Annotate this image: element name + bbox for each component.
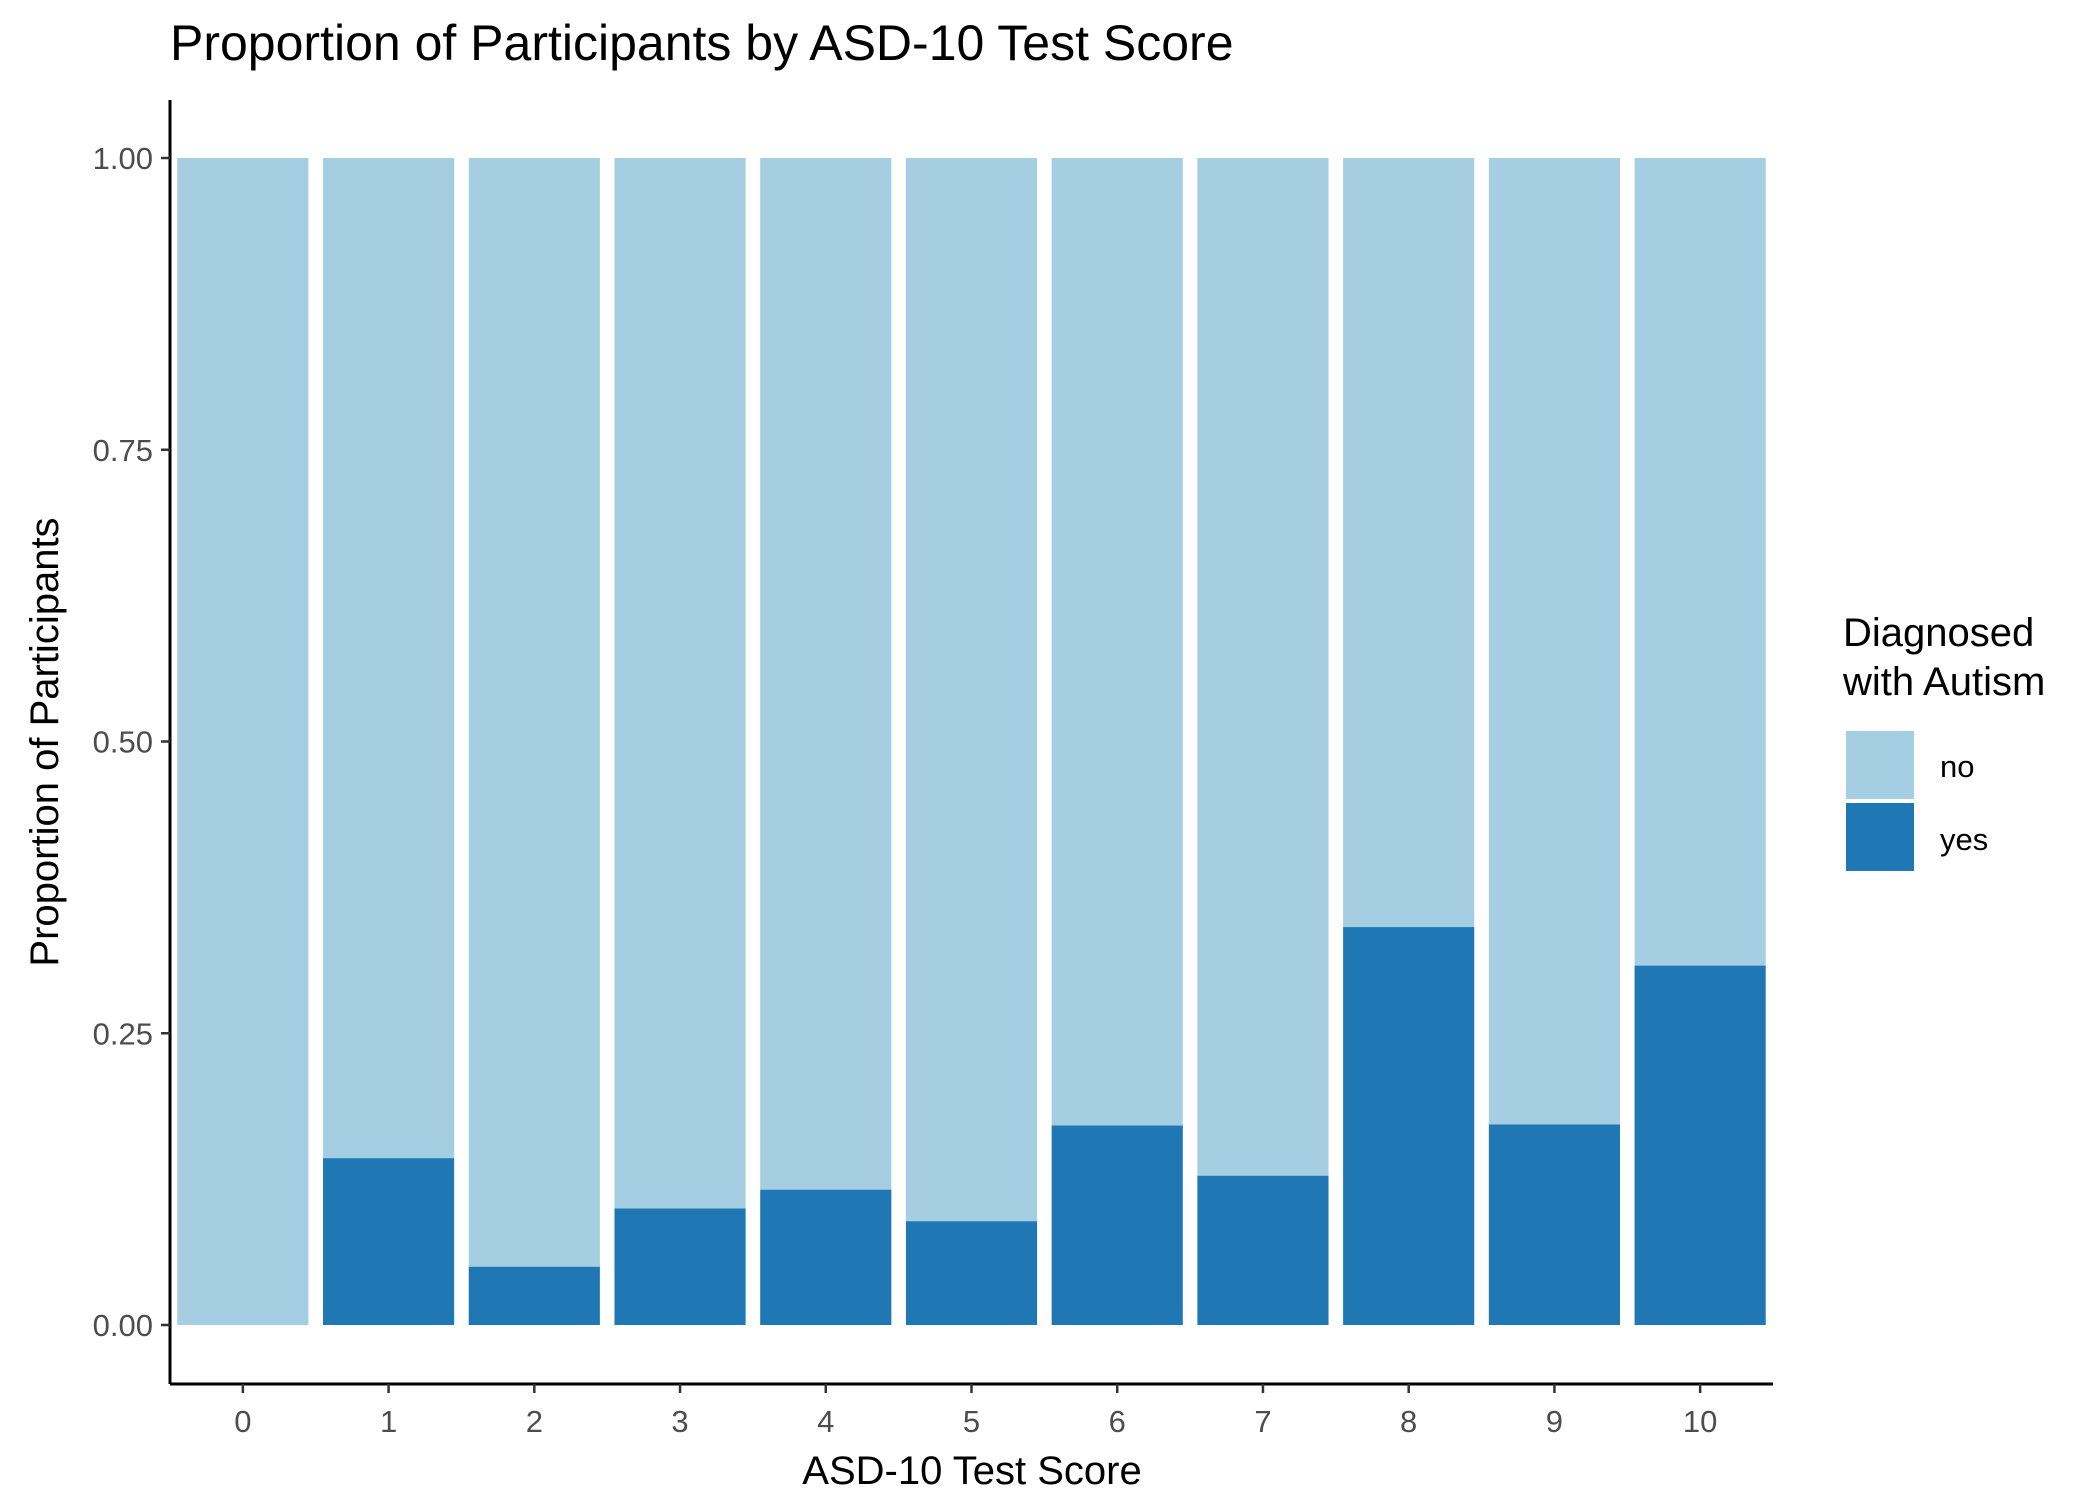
bar-no-9	[1488, 158, 1620, 1125]
legend-label-no: no	[1940, 749, 1974, 784]
x-tick-label: 3	[671, 1404, 688, 1439]
bar-no-3	[614, 158, 746, 1209]
y-tick-label: 0.50	[93, 725, 153, 760]
x-axis: 0 1 2 3 4 5 6 7 8 9 10	[234, 1384, 1717, 1439]
y-tick-label: 0.00	[93, 1308, 153, 1343]
legend-title-line-2: with Autism	[1842, 660, 2045, 704]
y-tick-label: 0.25	[93, 1016, 153, 1051]
legend-key-yes	[1846, 803, 1914, 871]
bar-no-1	[323, 158, 455, 1159]
x-axis-title: ASD-10 Test Score	[802, 1449, 1141, 1493]
bar-no-7	[1197, 158, 1329, 1176]
chart-title: Proportion of Participants by ASD-10 Tes…	[170, 15, 1234, 71]
legend-key-no	[1846, 731, 1914, 799]
x-tick-label: 8	[1400, 1404, 1417, 1439]
legend-label-yes: yes	[1940, 822, 1988, 857]
y-axis: 0.00 0.25 0.50 0.75 1.00	[93, 141, 170, 1343]
bar-no-6	[1051, 158, 1183, 1126]
y-tick-label: 0.75	[93, 433, 153, 468]
bar-no-10	[1634, 158, 1766, 966]
x-tick-label: 9	[1546, 1404, 1563, 1439]
x-tick-label: 1	[380, 1404, 397, 1439]
y-tick-label: 1.00	[93, 141, 153, 176]
bar-yes-5	[905, 1221, 1038, 1325]
bar-yes-7	[1197, 1175, 1329, 1325]
bar-yes-4	[760, 1189, 892, 1325]
x-tick-label: 2	[526, 1404, 543, 1439]
x-tick-label: 6	[1109, 1404, 1126, 1439]
bar-no-5	[905, 158, 1038, 1222]
x-tick-label: 5	[963, 1404, 980, 1439]
bars	[177, 158, 1766, 1325]
bar-no-8	[1343, 158, 1475, 928]
bar-no-4	[760, 158, 892, 1190]
bar-yes-6	[1051, 1125, 1183, 1325]
x-tick-label: 4	[817, 1404, 834, 1439]
y-axis-title: Proportion of Participants	[23, 517, 67, 966]
legend-title-line-1: Diagnosed	[1843, 611, 2034, 655]
bar-no-2	[468, 158, 600, 1267]
bar-yes-9	[1488, 1124, 1620, 1325]
bar-yes-1	[323, 1158, 455, 1325]
bar-yes-10	[1634, 965, 1766, 1325]
bar-yes-8	[1343, 927, 1475, 1325]
legend: Diagnosed with Autism no yes	[1842, 611, 2045, 871]
bar-yes-3	[614, 1208, 746, 1325]
bar-yes-2	[468, 1266, 600, 1325]
x-tick-label: 10	[1683, 1404, 1717, 1439]
x-tick-label: 0	[234, 1404, 251, 1439]
bar-no-0	[177, 158, 309, 1325]
x-tick-label: 7	[1254, 1404, 1271, 1439]
